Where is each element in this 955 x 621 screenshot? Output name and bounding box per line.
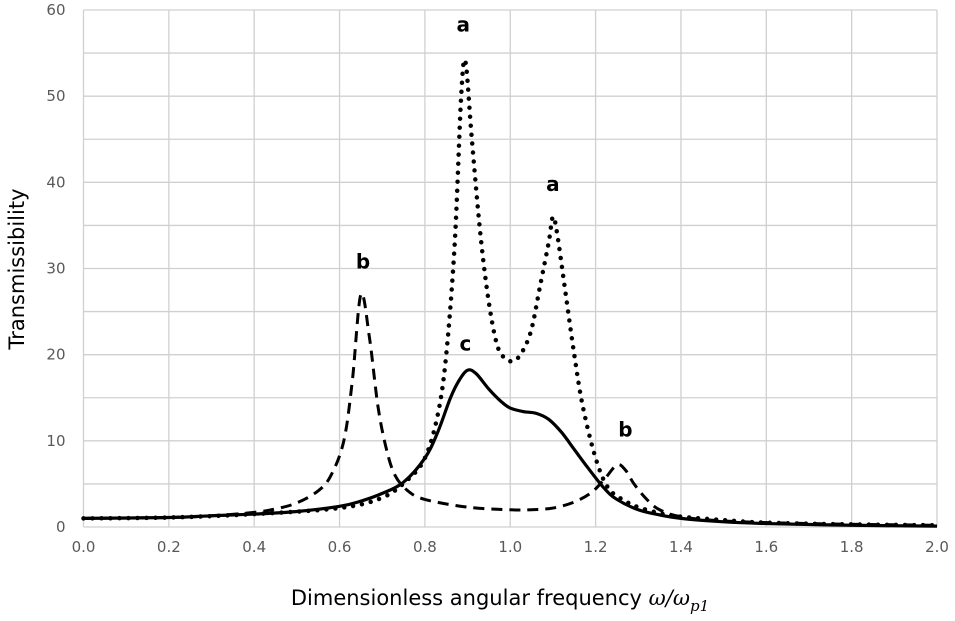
y-tick-label: 0	[56, 518, 66, 536]
curve-label-a: a	[457, 13, 471, 37]
y-tick-label: 40	[46, 173, 65, 191]
x-axis-title-text: Dimensionless angular frequency	[291, 586, 642, 610]
x-tick-label: 2.0	[925, 538, 949, 556]
y-tick-label: 50	[46, 87, 65, 105]
curve-label-a: a	[546, 172, 560, 196]
x-axis-title: Dimensionless angular frequency ω/ωp1	[291, 586, 709, 615]
y-tick-label: 20	[46, 346, 65, 364]
x-tick-label: 0.0	[72, 538, 96, 556]
series-line-a-dotted	[81, 57, 940, 528]
tick-labels: 0.0 0.2 0.4 0.6 0.8 1.0 1.2 1.4 1.6 1.8 2.0 0 10 20 30…	[46, 1, 949, 556]
curve-label-b: b	[618, 418, 632, 442]
x-axis-title-math: ω/ω	[649, 586, 690, 610]
x-tick-label: 0.8	[413, 538, 437, 556]
y-tick-label: 60	[46, 1, 65, 19]
x-tick-label: 1.8	[840, 538, 864, 556]
grid	[82, 9, 938, 528]
y-tick-label: 10	[46, 432, 65, 450]
x-tick-label: 0.6	[328, 538, 352, 556]
y-tick-label: 30	[46, 260, 65, 278]
y-axis-title: Transmissibility	[5, 189, 29, 351]
series-line-b-dashed	[83, 291, 938, 527]
x-tick-label: 1.6	[754, 538, 778, 556]
x-tick-label: 0.4	[242, 538, 266, 556]
x-tick-label: 1.2	[584, 538, 608, 556]
x-tick-label: 1.0	[498, 538, 522, 556]
curve-label-b: b	[356, 250, 370, 274]
x-axis-title-subscript: p1	[690, 597, 709, 615]
series-line-c-solid	[83, 368, 938, 528]
x-tick-label: 1.4	[669, 538, 693, 556]
x-tick-label: 0.2	[157, 538, 181, 556]
annotations: a a b c b	[356, 13, 633, 442]
series-group	[81, 57, 940, 528]
curve-label-c: c	[460, 331, 472, 355]
